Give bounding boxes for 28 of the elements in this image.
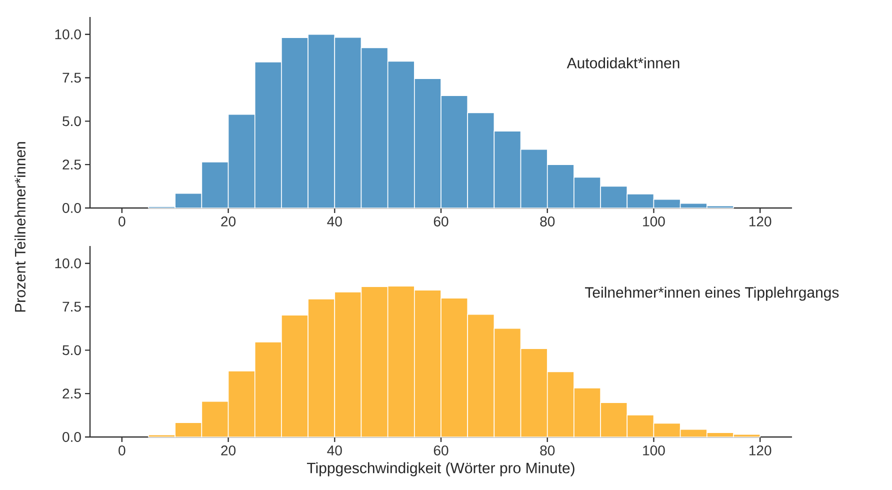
x-tick-label: 0 <box>118 446 126 456</box>
y-tick-label: 2.5 <box>62 388 81 399</box>
x-tick-label: 60 <box>434 216 448 226</box>
x-tick-label: 80 <box>540 216 555 226</box>
y-tick-label: 7.5 <box>62 72 81 83</box>
y-tick-label: 5.0 <box>62 116 81 126</box>
y-tick-label: 7.5 <box>62 302 81 312</box>
x-tick-label: 120 <box>749 216 772 226</box>
x-tick-label: 40 <box>327 446 342 456</box>
text: Teilnehmer*innen eines Tipplehrgangs <box>585 286 839 301</box>
x-tick-label: 80 <box>540 446 555 456</box>
x-tick-label: 0 <box>118 216 126 226</box>
x-tick-label: 60 <box>434 446 448 456</box>
x-axis-title: Tippgeschwindigkeit (Wörter pro Minute) <box>306 462 574 476</box>
y-axis-title: Prozent Teilnehmer*innen <box>14 142 26 312</box>
x-tick-label: 100 <box>643 446 665 456</box>
text: Autodidakt*innen <box>566 57 680 68</box>
x-tick-label: 100 <box>643 216 665 226</box>
x-tick-label: 120 <box>749 446 772 456</box>
x-tick-label: 20 <box>221 216 236 226</box>
y-tick-label: 5.0 <box>62 345 81 356</box>
y-tick-label: 2.5 <box>62 160 81 170</box>
y-tick-label: 10.0 <box>55 258 81 268</box>
x-tick-label: 20 <box>221 446 236 456</box>
y-tick-label: 0.0 <box>62 203 81 213</box>
y-tick-label: 0.0 <box>62 432 81 442</box>
y-tick-label: 10.0 <box>55 29 81 40</box>
x-tick-label: 40 <box>327 216 342 226</box>
